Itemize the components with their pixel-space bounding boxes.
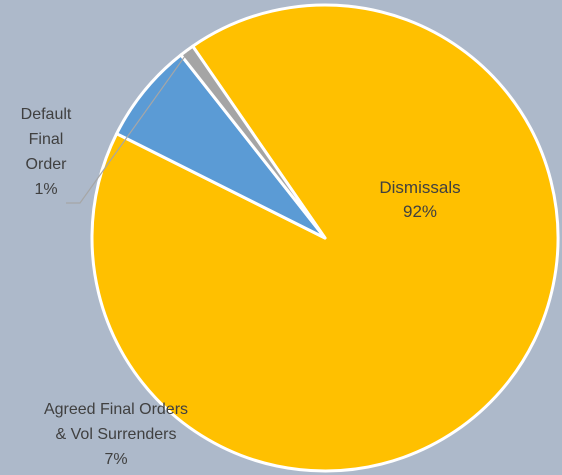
pie-slices bbox=[90, 3, 560, 473]
label-agreed-final-orders-vol-surrenders: Agreed Final Orders & Vol Surrenders 7% bbox=[44, 401, 188, 468]
slice-default-final-order bbox=[179, 44, 327, 240]
default-final-order-leader-path bbox=[66, 51, 189, 204]
label-default-final-order: Default Final Order 1% bbox=[21, 106, 72, 198]
slice-agreed-final-orders-vol-surrenders bbox=[115, 53, 327, 240]
label-dismissals: Dismissals 92% bbox=[379, 178, 460, 221]
slice-labels: Dismissals 92% Agreed Final Orders & Vol Su… bbox=[21, 51, 461, 468]
